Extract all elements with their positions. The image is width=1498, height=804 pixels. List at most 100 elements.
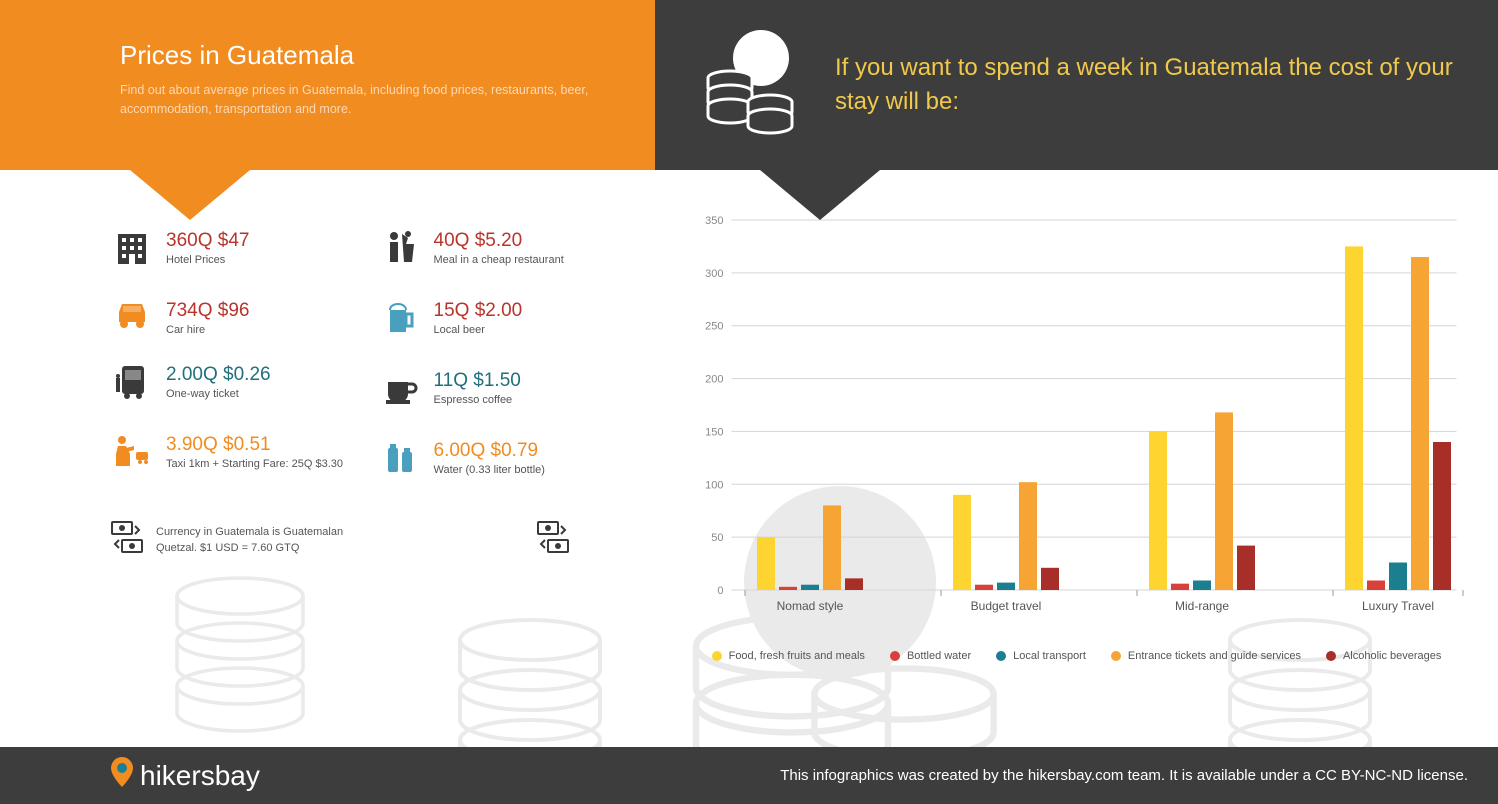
currency-row: Currency in Guatemala is Guatemalan Quet… <box>110 520 615 561</box>
svg-text:Nomad style: Nomad style <box>777 599 844 613</box>
svg-text:Budget travel: Budget travel <box>971 599 1042 613</box>
logo-text: hikersbay <box>140 760 260 792</box>
meal-icon <box>378 230 422 272</box>
price-value: 360Q $47 <box>166 230 348 252</box>
bar <box>997 583 1015 590</box>
svg-text:100: 100 <box>705 479 723 491</box>
logo: hikersbay <box>110 757 260 794</box>
price-item: 3.90Q $0.51 Taxi 1km + Starting Fare: 25Q… <box>110 434 348 476</box>
legend-item: Local transport <box>996 650 1086 662</box>
prices-column-left: 360Q $47 Hotel Prices 734Q $96 Car hire 2.00… <box>110 230 348 510</box>
page-title: Prices in Guatemala <box>120 40 605 71</box>
bar <box>953 495 971 590</box>
taxi-icon <box>110 434 154 476</box>
price-value: 734Q $96 <box>166 300 348 322</box>
cost-bar-chart: 0 50 100 150 200 250 300 350 Nomad style Budget t… <box>685 210 1468 630</box>
svg-text:0: 0 <box>717 585 723 597</box>
legend-label: Alcoholic beverages <box>1343 650 1441 662</box>
footer-text: This infographics was created by the hik… <box>780 767 1468 784</box>
dark-triangle-decoration <box>760 170 880 220</box>
bar <box>1345 246 1363 590</box>
prices-column-right: 40Q $5.20 Meal in a cheap restaurant 15Q $… <box>378 230 616 510</box>
svg-text:Luxury Travel: Luxury Travel <box>1362 599 1434 613</box>
price-label: One-way ticket <box>166 388 348 400</box>
chart-legend: Food, fresh fruits and meals Bottled wate… <box>685 650 1468 662</box>
bus-icon <box>110 364 154 406</box>
price-item: 360Q $47 Hotel Prices <box>110 230 348 272</box>
prices-panel: 360Q $47 Hotel Prices 734Q $96 Car hire 2.00… <box>0 170 655 747</box>
price-value: 6.00Q $0.79 <box>434 440 616 462</box>
exchange-icon <box>110 520 144 561</box>
price-value: 2.00Q $0.26 <box>166 364 348 386</box>
bar <box>1041 568 1059 590</box>
legend-item: Food, fresh fruits and meals <box>712 650 865 662</box>
bar <box>1389 563 1407 590</box>
main-content: 360Q $47 Hotel Prices 734Q $96 Car hire 2.00… <box>0 170 1498 747</box>
legend-item: Alcoholic beverages <box>1326 650 1441 662</box>
price-value: 11Q $1.50 <box>434 370 616 392</box>
price-label: Taxi 1km + Starting Fare: 25Q $3.30 <box>166 458 348 470</box>
legend-dot <box>890 651 900 661</box>
price-label: Car hire <box>166 324 348 336</box>
price-value: 3.90Q $0.51 <box>166 434 348 456</box>
price-label: Meal in a cheap restaurant <box>434 254 616 266</box>
svg-text:350: 350 <box>705 215 723 227</box>
chart-panel: 0 50 100 150 200 250 300 350 Nomad style Budget t… <box>655 170 1498 747</box>
price-item: 15Q $2.00 Local beer <box>378 300 616 342</box>
price-label: Espresso coffee <box>434 394 616 406</box>
legend-item: Entrance tickets and guide services <box>1111 650 1301 662</box>
header-right-text: If you want to spend a week in Guatemala… <box>835 51 1468 118</box>
bar <box>823 505 841 590</box>
price-label: Local beer <box>434 324 616 336</box>
price-value: 15Q $2.00 <box>434 300 616 322</box>
svg-text:50: 50 <box>711 532 723 544</box>
price-item: 6.00Q $0.79 Water (0.33 liter bottle) <box>378 440 616 482</box>
bar <box>779 587 797 590</box>
svg-text:Mid-range: Mid-range <box>1175 599 1229 613</box>
legend-dot <box>996 651 1006 661</box>
price-item: 40Q $5.20 Meal in a cheap restaurant <box>378 230 616 272</box>
price-item: 734Q $96 Car hire <box>110 300 348 336</box>
price-item: 11Q $1.50 Espresso coffee <box>378 370 616 412</box>
legend-label: Entrance tickets and guide services <box>1128 650 1301 662</box>
legend-item: Bottled water <box>890 650 971 662</box>
legend-dot <box>1111 651 1121 661</box>
footer: hikersbay This infographics was created … <box>0 747 1498 804</box>
svg-text:150: 150 <box>705 426 723 438</box>
bar <box>1411 257 1429 590</box>
bar <box>1367 580 1385 590</box>
bar <box>845 578 863 590</box>
price-label: Hotel Prices <box>166 254 348 266</box>
bar <box>1237 546 1255 590</box>
bar <box>757 537 775 590</box>
legend-label: Bottled water <box>907 650 971 662</box>
bar <box>801 585 819 590</box>
legend-label: Food, fresh fruits and meals <box>729 650 865 662</box>
svg-text:300: 300 <box>705 268 723 280</box>
header-left-panel: Prices in Guatemala Find out about avera… <box>0 0 655 170</box>
beer-icon <box>378 300 422 342</box>
page-subtitle: Find out about average prices in Guatema… <box>120 81 605 119</box>
coffee-icon <box>378 370 422 412</box>
svg-text:250: 250 <box>705 321 723 333</box>
price-label: Water (0.33 liter bottle) <box>434 464 616 476</box>
svg-text:200: 200 <box>705 374 723 386</box>
header: Prices in Guatemala Find out about avera… <box>0 0 1498 170</box>
hotel-icon <box>110 230 154 272</box>
header-right-panel: If you want to spend a week in Guatemala… <box>655 0 1498 170</box>
price-value: 40Q $5.20 <box>434 230 616 252</box>
bar <box>1215 412 1233 590</box>
bar <box>1171 584 1189 590</box>
legend-dot <box>1326 651 1336 661</box>
legend-dot <box>712 651 722 661</box>
currency-note: Currency in Guatemala is Guatemalan Quet… <box>156 525 356 556</box>
legend-label: Local transport <box>1013 650 1086 662</box>
bar <box>1019 482 1037 590</box>
pin-icon <box>110 757 134 794</box>
car-icon <box>110 300 154 336</box>
bar <box>1149 431 1167 590</box>
exchange-icon <box>536 520 570 561</box>
water-icon <box>378 440 422 482</box>
bar <box>1433 442 1451 590</box>
orange-triangle-decoration <box>130 170 250 220</box>
